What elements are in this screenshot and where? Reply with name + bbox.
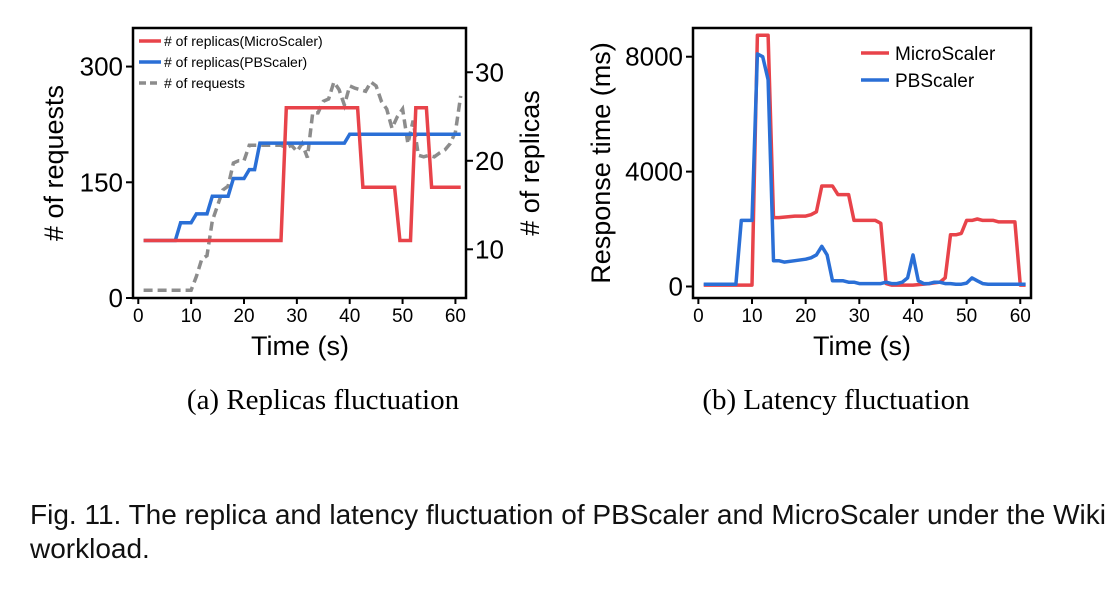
legend-label-pbscaler: PBScaler <box>895 71 975 92</box>
x-tick-label: 50 <box>956 306 977 327</box>
series-line-pbscaler <box>703 52 1026 286</box>
panel-a-plot-frame <box>131 26 468 300</box>
x-tick-label: 30 <box>286 306 307 327</box>
panel-b-plot-frame <box>691 26 1033 300</box>
y-tick-label: 4000 <box>625 157 683 187</box>
panel-a: 0 10 20 30 40 50 60 0 150 300 10 20 30 Time (s) # … <box>39 26 545 416</box>
panel-a-right-y-axis-label: # of replicas <box>515 90 545 236</box>
figure-caption: Fig. 11. The replica and latency fluctua… <box>30 499 1106 564</box>
y-tick-label: 0 <box>669 272 683 302</box>
x-tick-label: 10 <box>181 306 202 327</box>
panel-a-series <box>143 78 463 293</box>
left-y-tick-label: 300 <box>80 52 123 82</box>
panel-b-subcaption: (b) Latency fluctuation <box>702 384 970 416</box>
right-y-tick-label: 30 <box>475 57 504 87</box>
y-tick-label: 8000 <box>625 42 683 72</box>
legend-label-replicas-pbscaler: # of replicas(PBScaler) <box>164 54 307 70</box>
panel-a-left-y-ticks: 0 150 300 <box>80 52 133 313</box>
panel-b-y-axis-label: Response time (ms) <box>586 42 616 284</box>
panel-b-x-ticks: 0 10 20 30 40 50 60 <box>693 298 1031 327</box>
panel-a-right-y-ticks: 10 20 30 <box>466 57 504 264</box>
x-tick-label: 20 <box>795 306 816 327</box>
panel-a-legend: # of replicas(MicroScaler) # of replicas… <box>139 33 323 91</box>
panel-b-y-ticks: 0 4000 8000 <box>625 42 693 302</box>
x-tick-label: 50 <box>392 306 413 327</box>
x-tick-label: 40 <box>339 306 360 327</box>
series-line-of-replicas-pbscaler <box>143 132 461 243</box>
left-y-tick-label: 150 <box>80 167 123 197</box>
x-tick-label: 30 <box>849 306 870 327</box>
series-line-microscaler <box>703 33 1026 287</box>
panel-b-series <box>703 33 1026 287</box>
panel-a-x-axis-label: Time (s) <box>251 331 349 361</box>
legend-label-requests: # of requests <box>164 75 245 91</box>
panel-b-legend: MicroScaler PBScaler <box>861 44 996 92</box>
x-tick-label: 20 <box>233 306 254 327</box>
x-tick-label: 0 <box>133 306 144 327</box>
x-tick-label: 0 <box>693 306 704 327</box>
series-line-of-replicas-microscaler <box>143 105 461 243</box>
x-tick-label: 60 <box>1010 306 1031 327</box>
right-y-tick-label: 10 <box>475 234 504 264</box>
panel-a-subcaption: (a) Replicas fluctuation <box>187 384 460 416</box>
x-tick-label: 40 <box>902 306 923 327</box>
right-y-tick-label: 20 <box>475 146 504 176</box>
panel-a-left-y-axis-label: # of requests <box>39 85 69 241</box>
panel-a-x-ticks: 0 10 20 30 40 50 60 <box>133 298 466 327</box>
panel-b: 0 10 20 30 40 50 60 0 4000 8000 Time (s) Respons… <box>586 26 1033 416</box>
legend-label-microscaler: MicroScaler <box>895 44 996 65</box>
x-tick-label: 10 <box>741 306 762 327</box>
x-tick-label: 60 <box>445 306 466 327</box>
left-y-tick-label: 0 <box>109 283 123 313</box>
legend-label-replicas-microscaler: # of replicas(MicroScaler) <box>164 33 323 49</box>
panel-b-x-axis-label: Time (s) <box>813 331 911 361</box>
